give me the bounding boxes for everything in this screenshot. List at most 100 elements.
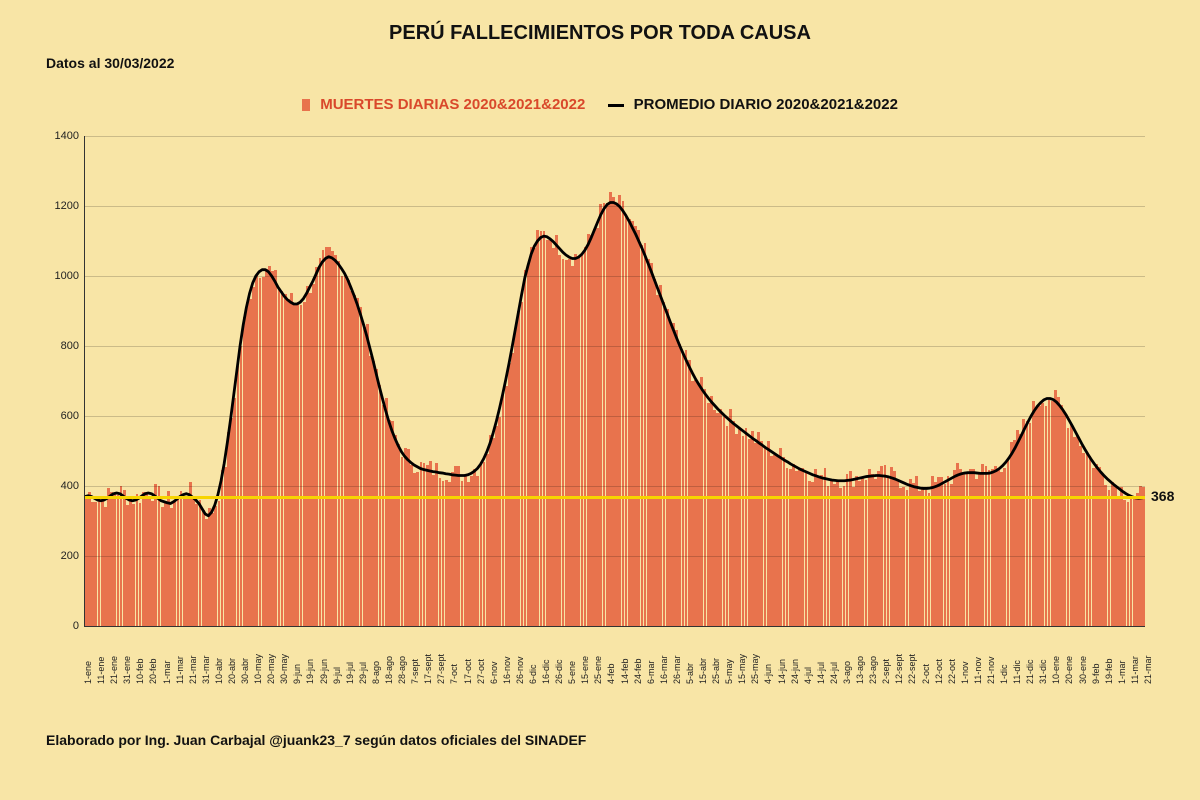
- y-tick-label: 0: [73, 620, 79, 632]
- grid-line: [85, 136, 1145, 137]
- data-date-label: Datos al 30/03/2022: [46, 55, 174, 71]
- x-tick-label: 31-mar: [201, 655, 203, 684]
- x-tick-label: 27-sept: [436, 654, 438, 684]
- x-tick-label: 1-dic: [999, 664, 1001, 684]
- x-tick-label: 17-oct: [463, 659, 465, 684]
- x-tick-label: 30-may: [279, 654, 281, 684]
- x-tick-label: 9-jun: [292, 664, 294, 684]
- x-tick-label: 26-nov: [515, 656, 517, 684]
- x-tick-label: 29-jul: [358, 662, 360, 684]
- x-tick-label: 5-may: [724, 659, 726, 684]
- x-tick-label: 2-sept: [881, 659, 883, 684]
- x-tick-label: 6-dic: [528, 664, 530, 684]
- x-tick-label: 1-ene: [83, 661, 85, 684]
- x-tick-label: 16-dic: [541, 659, 543, 684]
- x-tick-label: 9-jul: [332, 667, 334, 684]
- x-tick-label: 13-ago: [855, 656, 857, 684]
- legend-series-2: PROMEDIO DIARIO 2020&2021&2022: [634, 96, 898, 113]
- page-root: { "title": "PERÚ FALLECIMIENTOS POR TODA…: [0, 0, 1200, 800]
- x-tick-label: 24-feb: [633, 658, 635, 684]
- x-tick-label: 1-mar: [1117, 660, 1119, 684]
- y-tick-label: 1400: [55, 130, 79, 142]
- x-tick-label: 4-jun: [763, 664, 765, 684]
- baseline: [85, 496, 1145, 499]
- x-tick-label: 25-may: [750, 654, 752, 684]
- x-tick-label: 24-jul: [829, 662, 831, 684]
- x-tick-label: 14-jun: [777, 659, 779, 684]
- footer-credit: Elaborado por Ing. Juan Carbajal @juank2…: [46, 732, 586, 748]
- x-tick-label: 11-dic: [1012, 660, 1014, 684]
- x-tick-label: 19-jun: [305, 659, 307, 684]
- chart-area: 0200400600800100012001400368 1-ene11-ene…: [46, 126, 1154, 686]
- x-tick-label: 15-abr: [698, 658, 700, 684]
- x-tick-label: 16-mar: [659, 655, 661, 684]
- x-tick-label: 11-nov: [973, 657, 975, 684]
- x-tick-label: 10-abr: [214, 658, 216, 684]
- chart-title: PERÚ FALLECIMIENTOS POR TODA CAUSA: [0, 22, 1200, 45]
- x-tick-label: 1-nov: [960, 661, 962, 684]
- x-tick-label: 20-abr: [227, 658, 229, 684]
- y-tick-label: 200: [61, 550, 79, 562]
- x-tick-label: 31-ene: [122, 656, 124, 684]
- x-tick-label: 5-abr: [685, 663, 687, 684]
- x-tick-label: 10-ene: [1051, 656, 1053, 684]
- grid-line: [85, 556, 1145, 557]
- y-tick-label: 600: [61, 410, 79, 422]
- y-tick-label: 400: [61, 480, 79, 492]
- x-tick-label: 15-ene: [580, 656, 582, 684]
- x-tick-label: 14-jul: [816, 662, 818, 684]
- x-tick-label: 12-sept: [894, 654, 896, 684]
- x-tick-label: 6-mar: [646, 660, 648, 684]
- x-tick-label: 11-mar: [175, 656, 177, 684]
- plot-area: 0200400600800100012001400368: [84, 136, 1145, 627]
- x-tick-label: 4-feb: [606, 663, 608, 684]
- x-tick-label: 7-oct: [449, 664, 451, 684]
- x-tick-label: 12-oct: [934, 659, 936, 684]
- x-tick-label: 19-feb: [1104, 658, 1106, 684]
- x-tick-label: 5-ene: [567, 661, 569, 684]
- x-tick-label: 18-ago: [384, 656, 386, 684]
- grid-line: [85, 276, 1145, 277]
- grid-line: [85, 206, 1145, 207]
- x-tick-label: 21-nov: [986, 656, 988, 684]
- x-tick-label: 16-nov: [502, 656, 504, 684]
- x-axis-labels: 1-ene11-ene21-ene31-ene10-feb20-feb1-mar…: [84, 628, 1144, 686]
- x-tick-label: 11-mar: [1130, 656, 1132, 684]
- baseline-label: 368: [1151, 488, 1174, 504]
- y-tick-label: 1000: [55, 270, 79, 282]
- x-tick-label: 17-sept: [423, 654, 425, 684]
- x-tick-label: 28-ago: [397, 656, 399, 684]
- x-tick-label: 20-feb: [148, 658, 150, 684]
- x-tick-label: 4-jul: [803, 667, 805, 684]
- y-tick-label: 800: [61, 340, 79, 352]
- x-tick-label: 24-jun: [790, 659, 792, 684]
- x-tick-label: 20-ene: [1064, 656, 1066, 684]
- x-tick-label: 25-abr: [711, 658, 713, 684]
- grid-line: [85, 486, 1145, 487]
- y-tick-label: 1200: [55, 200, 79, 212]
- x-tick-label: 1-mar: [162, 660, 164, 684]
- x-tick-label: 15-may: [737, 654, 739, 684]
- legend: MUERTES DIARIAS 2020&2021&2022 PROMEDIO …: [0, 96, 1200, 113]
- grid-line: [85, 346, 1145, 347]
- legend-swatch-bar: [302, 99, 310, 111]
- x-tick-label: 8-ago: [371, 661, 373, 684]
- legend-swatch-line: [608, 104, 624, 107]
- x-tick-label: 3-ago: [842, 661, 844, 684]
- legend-series-1: MUERTES DIARIAS 2020&2021&2022: [320, 96, 585, 113]
- x-tick-label: 27-oct: [476, 659, 478, 684]
- x-tick-label: 22-oct: [947, 659, 949, 684]
- x-tick-label: 21-mar: [188, 655, 190, 684]
- x-tick-label: 14-feb: [620, 658, 622, 684]
- x-tick-label: 31-dic: [1038, 659, 1040, 684]
- x-tick-label: 30-ene: [1078, 656, 1080, 684]
- x-tick-label: 9-feb: [1091, 663, 1093, 684]
- x-tick-label: 7-sept: [410, 659, 412, 684]
- x-tick-label: 26-dic: [554, 659, 556, 684]
- x-tick-label: 6-nov: [489, 661, 491, 684]
- x-tick-label: 29-jun: [319, 659, 321, 684]
- x-tick-label: 20-may: [266, 654, 268, 684]
- grid-line: [85, 416, 1145, 417]
- x-tick-label: 22-sept: [907, 654, 909, 684]
- x-tick-label: 21-dic: [1025, 659, 1027, 684]
